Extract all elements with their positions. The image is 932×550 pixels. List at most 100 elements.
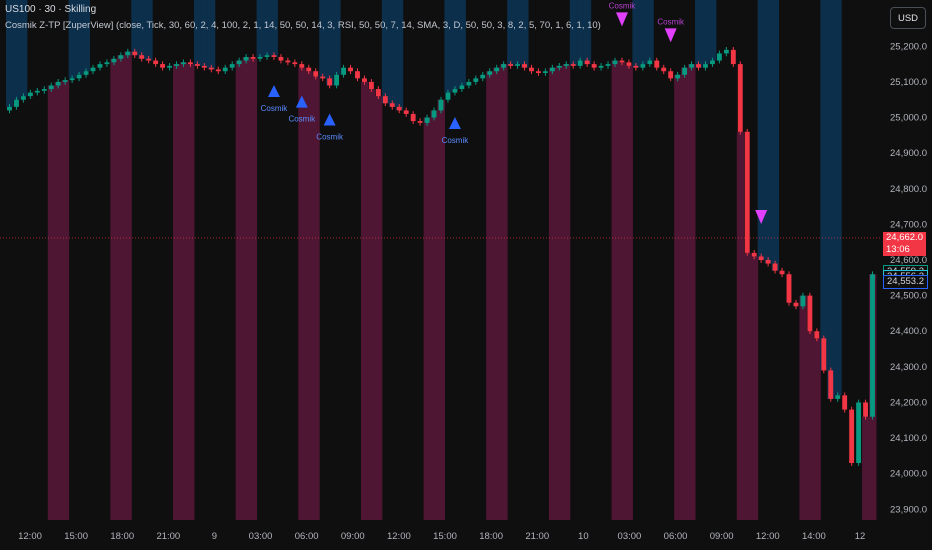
- candle: [438, 99, 444, 111]
- blue-zone: [270, 0, 278, 57]
- blue-zone: [207, 0, 216, 70]
- purple-zone: [548, 67, 557, 520]
- x-tick-label: 06:00: [295, 531, 319, 542]
- blue-zone: [12, 0, 21, 100]
- candle: [501, 64, 507, 68]
- y-tick-label: 24,300.0: [890, 362, 927, 373]
- candle: [849, 409, 855, 464]
- candle: [104, 62, 110, 65]
- indicator-legend[interactable]: Cosmik Z-TP [ZuperView] (close, Tick, 30…: [5, 20, 601, 31]
- blue-zone: [583, 0, 592, 65]
- y-tick-label: 24,700.0: [890, 219, 927, 230]
- candle: [375, 89, 381, 97]
- buy-signal-arrow: [295, 95, 308, 108]
- candle: [410, 113, 416, 122]
- candle: [76, 74, 82, 79]
- y-tick-label: 24,600.0: [890, 255, 927, 266]
- purple-zone: [117, 55, 125, 521]
- purple-zone: [242, 56, 251, 521]
- candle: [271, 55, 277, 57]
- blue-zone: [333, 0, 341, 75]
- purple-zone: [124, 51, 132, 521]
- blue-zone: [514, 0, 522, 65]
- blue-zone: [193, 0, 202, 66]
- purple-zone: [180, 62, 188, 520]
- candle: [403, 110, 409, 114]
- candle: [466, 81, 472, 86]
- purple-zone: [437, 99, 445, 521]
- candle: [320, 76, 326, 79]
- buy-signal-arrow: [448, 117, 461, 130]
- candle: [870, 274, 875, 417]
- candle: [793, 302, 799, 307]
- x-tick-label: 09:00: [710, 531, 734, 542]
- candle: [118, 55, 124, 59]
- x-tick-label: 06:00: [664, 531, 688, 542]
- blue-zone: [820, 0, 828, 371]
- blue-zone: [263, 0, 271, 56]
- x-tick-label: 12: [855, 531, 866, 542]
- purple-zone: [235, 60, 244, 521]
- buy-signal-arrow: [323, 113, 336, 126]
- x-tick-label: 10: [578, 531, 589, 542]
- candle: [863, 402, 868, 417]
- y-tick-label: 24,000.0: [890, 469, 927, 480]
- purple-zone: [61, 80, 70, 520]
- candle: [626, 62, 632, 66]
- blue-zone: [200, 0, 209, 68]
- candle: [563, 64, 569, 66]
- symbol-title[interactable]: US100 · 30 · Skilling: [5, 4, 97, 15]
- candle: [605, 64, 611, 66]
- sell-signal-arrow: [664, 28, 677, 43]
- candle: [473, 78, 479, 82]
- candle: [69, 78, 75, 81]
- candle: [835, 395, 841, 399]
- blue-zone: [834, 0, 842, 396]
- candle: [313, 71, 319, 77]
- candle: [215, 69, 221, 72]
- candle: [480, 74, 486, 79]
- candle: [153, 60, 159, 65]
- blue-zone: [68, 0, 77, 79]
- candle: [807, 295, 813, 332]
- x-tick-label: 14:00: [802, 531, 826, 542]
- candle: [7, 106, 12, 111]
- candle: [508, 64, 514, 66]
- x-tick-label: 21:00: [156, 531, 180, 542]
- purple-zone: [360, 81, 369, 520]
- purple-zone: [423, 117, 432, 521]
- blue-zone: [395, 0, 404, 111]
- candle: [452, 89, 458, 93]
- candle: [355, 71, 360, 79]
- purple-zone: [186, 64, 195, 520]
- blue-zone: [632, 0, 640, 68]
- candle: [396, 106, 402, 111]
- purple-zone: [110, 58, 118, 521]
- blue-zone: [639, 0, 647, 65]
- candle: [188, 62, 193, 65]
- purple-zone: [430, 110, 439, 521]
- candle: [167, 65, 172, 68]
- candle: [522, 64, 527, 68]
- candle: [243, 56, 249, 61]
- purple-zone: [625, 65, 633, 520]
- candle: [710, 60, 715, 65]
- candle: [689, 64, 694, 68]
- sell-signal-arrow: [615, 12, 628, 27]
- candle: [661, 67, 667, 72]
- candle: [382, 96, 388, 104]
- candle: [27, 92, 33, 97]
- signal-label: Cosmik: [657, 17, 685, 26]
- candle: [90, 67, 96, 72]
- candle: [292, 62, 298, 65]
- candle: [111, 58, 117, 63]
- candle: [730, 49, 736, 65]
- candle: [389, 103, 395, 107]
- candle: [41, 89, 47, 91]
- candle: [536, 71, 541, 74]
- candle: [765, 260, 771, 264]
- currency-button[interactable]: USD: [890, 7, 926, 29]
- purple-zone: [486, 71, 494, 520]
- y-tick-label: 24,200.0: [890, 397, 927, 408]
